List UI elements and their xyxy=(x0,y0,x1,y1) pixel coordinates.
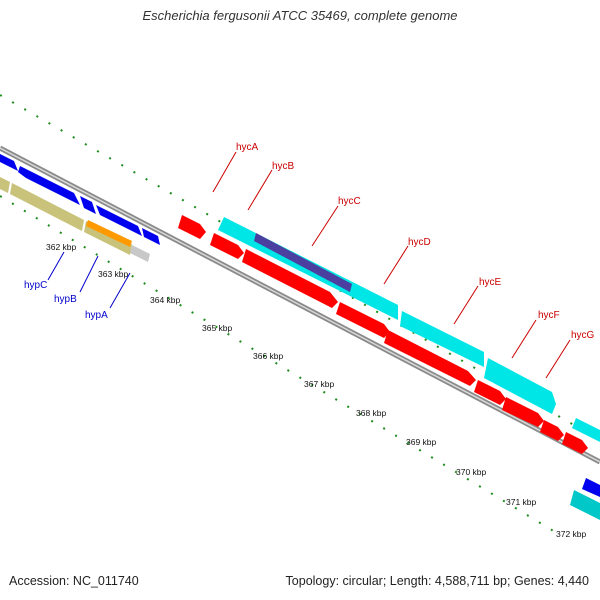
cds-feature[interactable] xyxy=(384,330,476,386)
scale-label: 364 kbp xyxy=(150,295,181,305)
scale-label: 367 kbp xyxy=(304,379,335,389)
gene-forward[interactable] xyxy=(400,311,484,367)
gene-label-hypB[interactable]: hypB xyxy=(54,294,77,305)
scale-label: 368 kbp xyxy=(356,408,387,418)
scale-label: 365 kbp xyxy=(202,323,233,333)
gene-reverse[interactable] xyxy=(18,166,80,205)
backbone-highlight xyxy=(0,147,600,463)
gene-label-hycA[interactable]: hycA xyxy=(236,142,259,153)
gene-label-hypA[interactable]: hypA xyxy=(85,310,108,321)
gene-label-hycF[interactable]: hycF xyxy=(538,310,560,321)
gene-label-hycC[interactable]: hycC xyxy=(338,196,361,207)
scale-label: 370 kbp xyxy=(456,467,487,477)
cds-feature[interactable] xyxy=(540,420,564,441)
cds-feature[interactable] xyxy=(562,432,588,454)
map-title: Escherichia fergusonii ATCC 35469, compl… xyxy=(142,8,458,23)
gene-label-hycD[interactable]: hycD xyxy=(408,237,431,248)
cds-feature[interactable] xyxy=(336,302,390,338)
genome-stats-label: Topology: circular; Length: 4,588,711 bp… xyxy=(285,574,589,588)
gene-label-hycG[interactable]: hycG xyxy=(571,330,595,341)
scale-label: 366 kbp xyxy=(253,351,284,361)
cds-feature[interactable] xyxy=(502,397,544,427)
gene-reverse[interactable] xyxy=(80,196,96,214)
scale-label: 369 kbp xyxy=(406,437,437,447)
scale-label: 363 kbp xyxy=(98,269,129,279)
gene-forward[interactable] xyxy=(484,358,556,414)
cds-feature[interactable] xyxy=(178,215,206,239)
gene-forward-bottom[interactable] xyxy=(570,490,600,520)
scale-label: 371 kbp xyxy=(506,497,537,507)
gene-label-hycB[interactable]: hycB xyxy=(272,161,295,172)
gene-rna-olive[interactable] xyxy=(0,177,10,193)
gene-reverse[interactable] xyxy=(0,154,18,171)
gene-reverse-bottom[interactable] xyxy=(582,478,600,497)
gene-label-hypC[interactable]: hypC xyxy=(24,280,47,291)
gene-label-hycE[interactable]: hycE xyxy=(479,277,502,288)
reverse-label-leaders xyxy=(47,251,131,309)
gene-reverse[interactable] xyxy=(96,205,142,236)
scale-label: 362 kbp xyxy=(46,242,77,252)
cds-feature[interactable] xyxy=(242,249,338,308)
forward-label-leaders xyxy=(212,151,571,379)
cds-feature[interactable] xyxy=(210,233,244,259)
feature-purple[interactable] xyxy=(254,233,352,292)
accession-label: Accession: NC_011740 xyxy=(9,574,139,588)
gene-forward[interactable] xyxy=(572,418,600,442)
gene-rna-olive[interactable] xyxy=(10,183,84,231)
cds-feature[interactable] xyxy=(474,380,506,405)
scale-label: 372 kbp xyxy=(556,529,587,539)
feature-orange[interactable] xyxy=(86,220,132,247)
gene-reverse[interactable] xyxy=(142,228,160,245)
gene-grey[interactable] xyxy=(130,245,150,262)
